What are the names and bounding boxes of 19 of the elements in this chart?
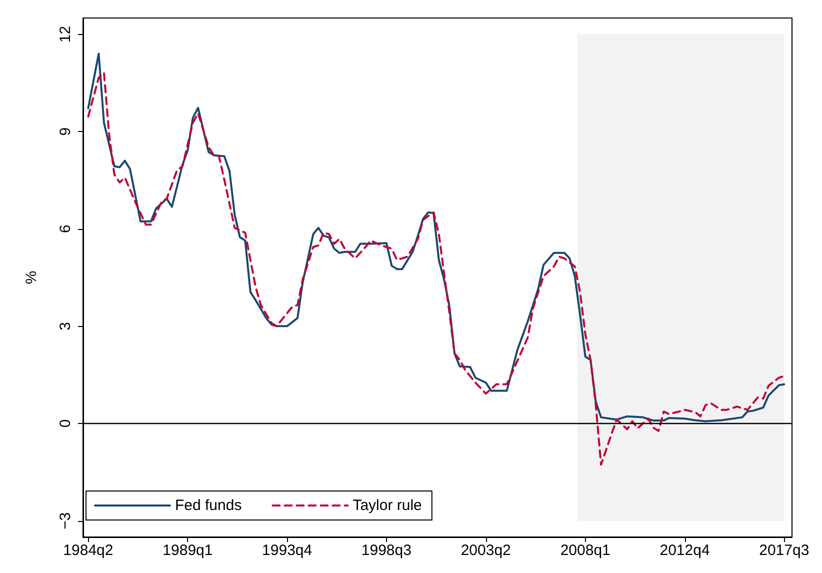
x-tick-label: 2008q1 <box>560 542 610 559</box>
x-tick-label: 1984q2 <box>63 542 114 559</box>
x-tick-label: 1989q1 <box>162 542 213 559</box>
x-tick-label: 1998q3 <box>361 542 412 559</box>
legend-label: Fed funds <box>175 497 242 514</box>
x-tick-label: 1993q4 <box>262 542 312 559</box>
line-series <box>87 72 786 466</box>
x-tick-label: 2012q4 <box>660 542 710 559</box>
legend-label: Taylor rule <box>352 497 422 514</box>
x-tick-label: 2003q2 <box>460 542 511 559</box>
y-tick-label: 0 <box>57 419 74 428</box>
y-tick-label: −3 <box>57 512 74 530</box>
x-tick-label: 2017q3 <box>759 542 810 559</box>
y-tick-label: 3 <box>57 322 74 330</box>
y-axis-title: % <box>23 270 40 284</box>
y-tick-label: 12 <box>57 26 74 43</box>
line-series <box>87 52 786 422</box>
y-tick-label: 6 <box>57 224 74 234</box>
y-tick-label: 9 <box>57 127 74 136</box>
